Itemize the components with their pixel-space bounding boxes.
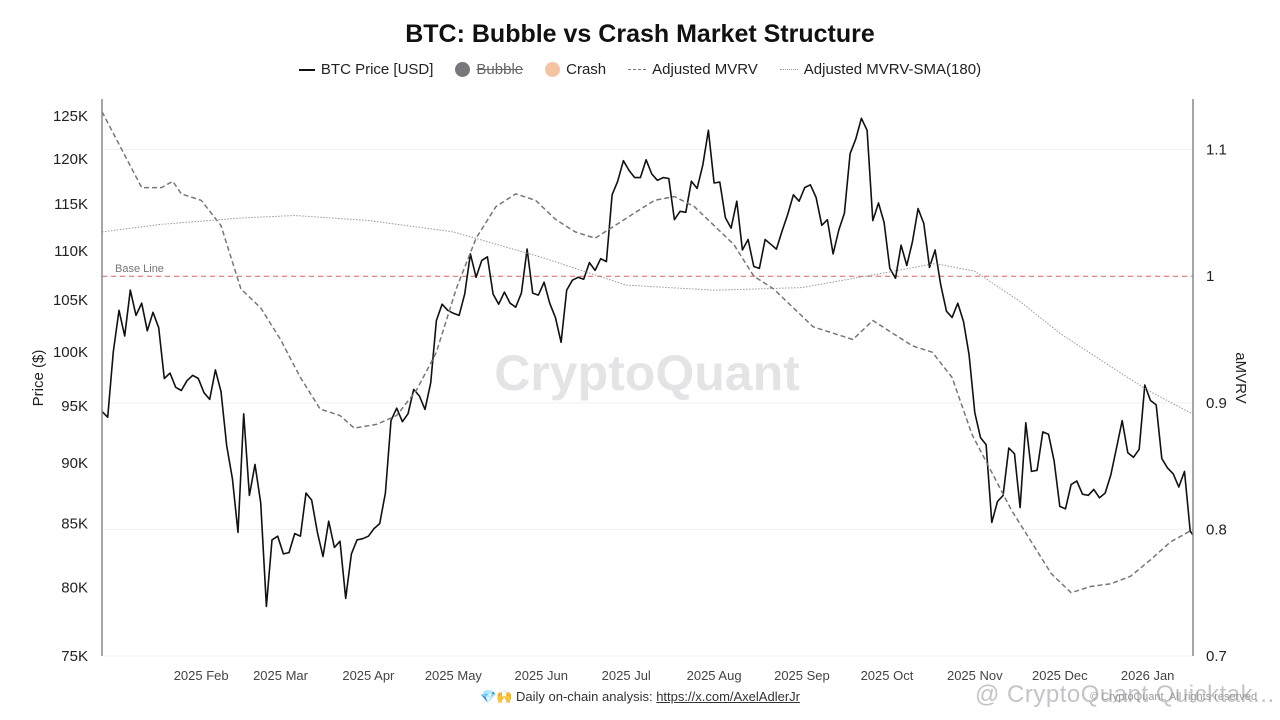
- legend-label: Crash: [566, 61, 607, 78]
- base-line-label: Base Line: [115, 263, 164, 275]
- x-tick-label: 2025 Oct: [861, 668, 914, 683]
- y-left-tick-label: 95K: [61, 398, 88, 415]
- legend-item-btc-price[interactable]: BTC Price [USD]: [298, 61, 434, 78]
- x-tick-label: 2025 Jun: [514, 668, 568, 683]
- y-right-tick-label: 0.9: [1206, 395, 1227, 412]
- x-tick-label: 2025 May: [425, 668, 483, 683]
- x-tick-label: 2025 Jul: [602, 668, 651, 683]
- y-left-tick-label: 85K: [61, 516, 88, 533]
- legend-item-adjusted-mvrv[interactable]: Adjusted MVRV: [628, 61, 758, 78]
- legend-item-adjusted-mvrv-sma[interactable]: Adjusted MVRV-SMA(180): [779, 61, 982, 78]
- series-layer: [101, 111, 1194, 608]
- chart-title: BTC: Bubble vs Crash Market Structure: [405, 20, 875, 48]
- legend-circle-symbol: [455, 62, 471, 77]
- y-left-tick-label: 80K: [61, 580, 88, 597]
- legend-circle-symbol: [545, 62, 561, 77]
- legend-label: Adjusted MVRV: [652, 61, 758, 78]
- corner-watermark: @ CryptoQuant Quicktak...: [975, 681, 1275, 708]
- legend-dotted-symbol: [779, 69, 798, 70]
- x-tick-label: 2025 Sep: [774, 668, 830, 683]
- x-tick-label: 2025 Feb: [174, 668, 229, 683]
- x-tick-label: 2025 Dec: [1032, 668, 1088, 683]
- y-right-tick-label: 1.1: [1206, 142, 1227, 159]
- diamond-hands-icon: 💎🙌: [480, 689, 513, 704]
- legend-label: BTC Price [USD]: [320, 61, 434, 78]
- legend-line-symbol: [298, 68, 315, 71]
- legend-dashed-symbol: [628, 69, 647, 70]
- x-tick-label: 2025 Apr: [342, 668, 395, 683]
- adjusted-mvrv-line: [101, 111, 1194, 594]
- y-left-tick-label: 120K: [53, 151, 88, 168]
- copyright-text: © CryptoQuant. All rights reserved: [1090, 691, 1258, 703]
- y-right-axis-label: aMVRV: [1232, 352, 1249, 403]
- annotations: Base Line: [102, 263, 1193, 277]
- y-left-tick-label: 110K: [54, 243, 88, 260]
- x-tick-label: 2025 Aug: [687, 668, 742, 683]
- footer-link[interactable]: https://x.com/AxelAdlerJr: [656, 689, 800, 704]
- footer: 💎🙌 Daily on-chain analysis: https://x.co…: [0, 689, 1280, 705]
- y-left-axis-label: Price ($): [30, 350, 47, 407]
- legend-item-bubble[interactable]: Bubble: [455, 61, 523, 78]
- axes: 75K 80K 85K 90K 95K 100K 105K 110K 115K 120K 125K 0…: [53, 99, 1227, 683]
- watermark-layer: CryptoQuant: [494, 345, 800, 401]
- footer-text: Daily on-chain analysis:: [516, 689, 653, 704]
- x-tick-label: 2025 Nov: [947, 668, 1003, 683]
- legend-label: Bubble: [476, 61, 524, 78]
- y-left-tick-label: 100K: [53, 344, 88, 361]
- y-left-tick-label: 75K: [61, 648, 88, 665]
- y-left-tick-label: 105K: [53, 292, 88, 309]
- x-tick-label: 2026 Jan: [1121, 668, 1175, 683]
- y-right-tick-label: 1: [1206, 268, 1214, 285]
- x-tick-label: 2025 Mar: [253, 668, 309, 683]
- cryptoquant-watermark: CryptoQuant: [494, 345, 800, 401]
- y-right-tick-label: 0.7: [1206, 648, 1227, 665]
- y-left-tick-label: 90K: [61, 455, 88, 472]
- y-right-tick-label: 0.8: [1206, 521, 1227, 538]
- y-left-tick-label: 125K: [53, 108, 88, 125]
- btc-price-line: [101, 117, 1194, 608]
- y-left-tick-label: 115K: [54, 196, 88, 213]
- legend-item-crash[interactable]: Crash: [545, 61, 606, 78]
- legend-label: Adjusted MVRV-SMA(180): [803, 61, 982, 78]
- legend: BTC Price [USD] Bubble Crash Adjusted MV…: [0, 61, 1280, 78]
